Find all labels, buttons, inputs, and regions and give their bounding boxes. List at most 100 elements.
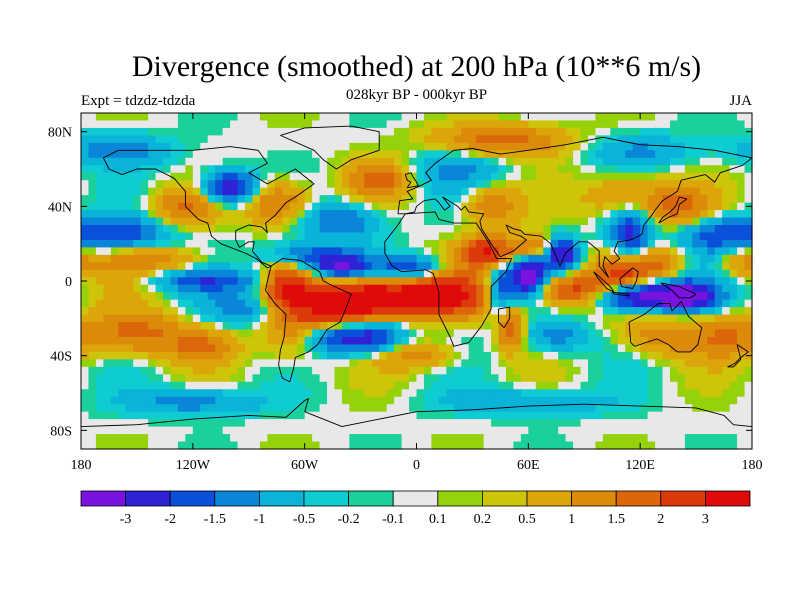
- field-cell: [610, 165, 619, 174]
- field-cell: [423, 120, 433, 129]
- field-cell: [625, 374, 634, 383]
- field-cell: [304, 262, 313, 271]
- field-cell: [401, 157, 410, 166]
- field-cell: [177, 202, 186, 211]
- field-cell: [655, 187, 664, 196]
- field-cell: [327, 254, 336, 263]
- field-cell: [386, 419, 395, 428]
- y-tick-label: 40S: [50, 350, 72, 365]
- field-cell: [289, 127, 298, 136]
- field-cell: [565, 426, 574, 435]
- field-cell: [662, 359, 671, 368]
- field-cell: [125, 269, 134, 278]
- field-cell: [379, 381, 388, 390]
- field-cell: [498, 307, 507, 316]
- field-cell: [401, 135, 410, 144]
- field-cell: [88, 247, 97, 256]
- field-cell: [416, 344, 425, 353]
- field-cell: [409, 127, 418, 136]
- field-cell: [461, 187, 470, 196]
- field-cell: [192, 187, 201, 196]
- field-cell: [341, 292, 350, 301]
- field-cell: [125, 187, 134, 196]
- field-cell: [744, 284, 753, 293]
- field-cell: [386, 135, 395, 144]
- field-cell: [163, 292, 172, 301]
- field-cell: [520, 411, 529, 420]
- field-cell: [416, 359, 425, 368]
- field-cell: [259, 366, 268, 375]
- field-cell: [595, 292, 604, 301]
- field-cell: [252, 351, 261, 360]
- field-cell: [416, 396, 425, 405]
- field-cell: [476, 127, 485, 136]
- field-cell: [476, 299, 485, 308]
- field-cell: [163, 135, 172, 144]
- field-cell: [252, 314, 261, 323]
- field-cell: [684, 329, 693, 338]
- field-cell: [602, 187, 611, 196]
- field-cell: [587, 113, 597, 122]
- field-cell: [222, 172, 231, 181]
- field-cell: [319, 434, 328, 443]
- field-cell: [148, 411, 157, 420]
- field-cell: [356, 254, 365, 263]
- field-cell: [498, 434, 507, 443]
- field-cell: [535, 299, 544, 308]
- field-cell: [170, 225, 179, 234]
- field-cell: [729, 217, 738, 226]
- field-cell: [528, 299, 537, 308]
- field-cell: [230, 135, 239, 144]
- field-cell: [722, 337, 731, 346]
- field-cell: [587, 217, 597, 226]
- field-cell: [416, 329, 425, 338]
- field-cell: [558, 217, 567, 226]
- field-cell: [222, 366, 231, 375]
- field-cell: [476, 359, 485, 368]
- field-cell: [699, 202, 708, 211]
- field-cell: [438, 142, 447, 151]
- field-cell: [267, 374, 276, 383]
- field-cell: [632, 135, 641, 144]
- field-cell: [513, 254, 522, 263]
- field-cell: [163, 419, 172, 428]
- field-cell: [334, 322, 343, 331]
- colorbar-label: 0.2: [474, 512, 492, 527]
- field-cell: [215, 307, 224, 316]
- field-cell: [259, 262, 268, 271]
- field-cell: [110, 359, 119, 368]
- field-cell: [245, 113, 254, 122]
- field-cell: [587, 434, 597, 443]
- field-cell: [110, 150, 119, 159]
- field-cell: [88, 299, 97, 308]
- field-cell: [595, 142, 604, 151]
- field-cell: [617, 225, 626, 234]
- field-cell: [513, 389, 522, 398]
- field-cell: [177, 337, 186, 346]
- field-cell: [699, 113, 708, 122]
- field-cell: [684, 314, 693, 323]
- field-cell: [155, 396, 164, 405]
- field-cell: [327, 239, 336, 248]
- field-cell: [468, 187, 477, 196]
- field-cell: [148, 135, 157, 144]
- y-tick-label: 0: [65, 275, 72, 290]
- field-cell: [252, 307, 261, 316]
- field-cell: [476, 269, 485, 278]
- field-cell: [692, 307, 701, 316]
- field-cell: [655, 210, 664, 219]
- field-cell: [88, 127, 97, 136]
- field-cell: [356, 307, 365, 316]
- field-cell: [364, 396, 373, 405]
- field-cell: [409, 262, 418, 271]
- field-cell: [81, 441, 90, 450]
- field-cell: [327, 396, 336, 405]
- field-cell: [148, 172, 157, 181]
- field-cell: [282, 180, 291, 189]
- field-cell: [170, 165, 179, 174]
- field-cell: [438, 374, 447, 383]
- field-cell: [498, 284, 507, 293]
- field-cell: [282, 307, 291, 316]
- field-cell: [669, 389, 679, 398]
- field-cell: [714, 142, 723, 151]
